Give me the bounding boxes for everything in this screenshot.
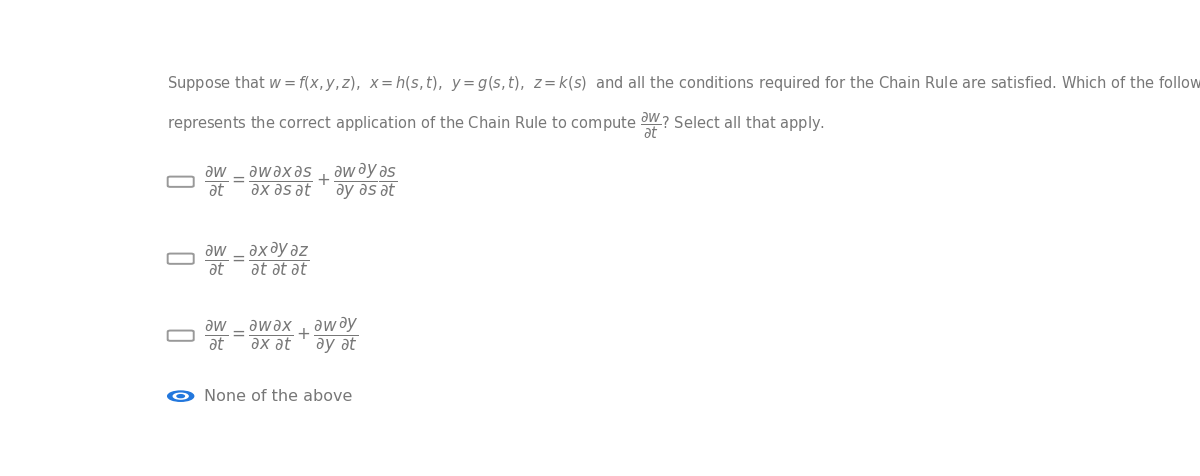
Text: Suppose that $w = f(x, y, z)$,  $x = h(s,t)$,  $y = g(s, t)$,  $z = k(s)$  and a: Suppose that $w = f(x, y, z)$, $x = h(s,… (167, 74, 1200, 93)
FancyBboxPatch shape (168, 330, 193, 341)
FancyBboxPatch shape (168, 254, 193, 264)
Text: $\dfrac{\partial w}{\partial t} = \dfrac{\partial w}{\partial x}\dfrac{\partial : $\dfrac{\partial w}{\partial t} = \dfrac… (204, 315, 359, 356)
FancyBboxPatch shape (168, 177, 193, 187)
Circle shape (168, 391, 193, 401)
Circle shape (176, 395, 185, 397)
Text: represents the correct application of the Chain Rule to compute $\dfrac{\partial: represents the correct application of th… (167, 110, 824, 141)
Text: $\dfrac{\partial w}{\partial t} = \dfrac{\partial w}{\partial x}\dfrac{\partial : $\dfrac{\partial w}{\partial t} = \dfrac… (204, 161, 397, 202)
Text: None of the above: None of the above (204, 388, 353, 404)
Circle shape (173, 393, 188, 399)
Text: $\dfrac{\partial w}{\partial t} = \dfrac{\partial x}{\partial t}\dfrac{\partial : $\dfrac{\partial w}{\partial t} = \dfrac… (204, 240, 310, 278)
